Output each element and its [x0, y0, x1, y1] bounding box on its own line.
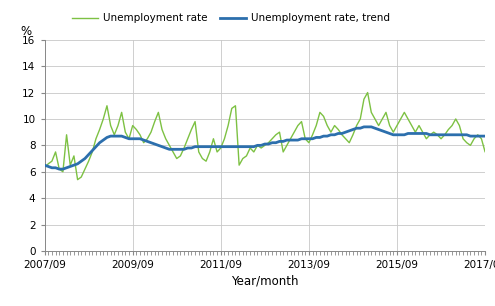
Unemployment rate [350, 133, 356, 136]
Unemployment rate, trend [78, 159, 84, 163]
Unemployment rate [383, 110, 389, 114]
Unemployment rate [78, 175, 84, 179]
Unemployment rate, trend [368, 125, 374, 129]
Unemployment rate, trend [42, 163, 48, 167]
Unemployment rate [365, 91, 371, 95]
Legend: Unemployment rate, Unemployment rate, trend: Unemployment rate, Unemployment rate, tr… [67, 9, 394, 28]
Unemployment rate, trend [56, 167, 62, 171]
Line: Unemployment rate: Unemployment rate [45, 93, 495, 180]
Unemployment rate [368, 110, 374, 114]
X-axis label: Year/month: Year/month [231, 274, 298, 287]
Unemployment rate, trend [350, 128, 356, 131]
Unemployment rate [75, 178, 81, 181]
Text: %: % [20, 25, 32, 38]
Unemployment rate, trend [383, 130, 389, 134]
Line: Unemployment rate, trend: Unemployment rate, trend [45, 127, 495, 169]
Unemployment rate, trend [361, 125, 367, 129]
Unemployment rate [42, 166, 48, 170]
